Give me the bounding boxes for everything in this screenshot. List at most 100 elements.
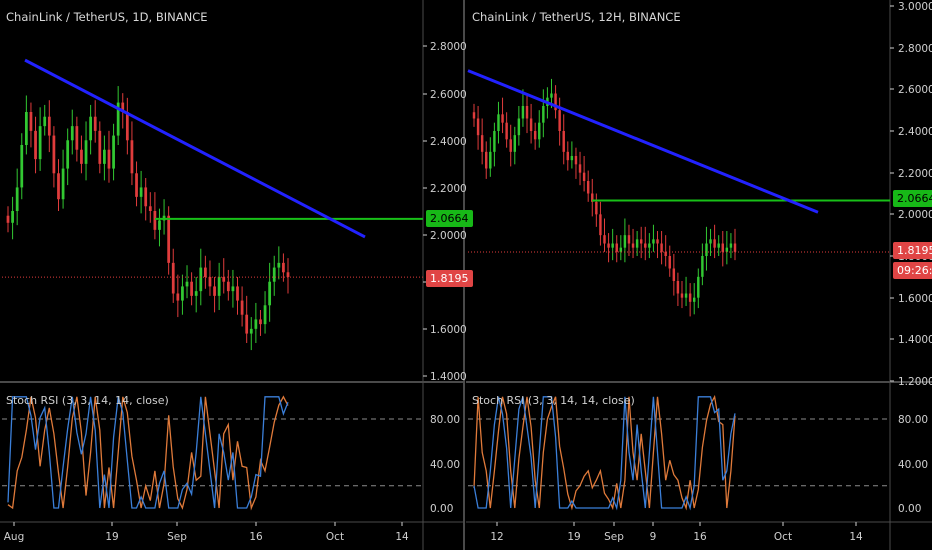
price-tick-label-1: 2.0000 — [898, 209, 932, 221]
candle-body-0 — [6, 215, 10, 223]
candle-body-0 — [249, 328, 253, 334]
price-tick-label-0: 2.0000 — [430, 230, 467, 242]
right-symbol-title: ChainLink / TetherUS, 12H, BINANCE — [472, 10, 681, 24]
candle-body-0 — [89, 116, 92, 141]
candle-body-0 — [70, 126, 74, 141]
candle-body-0 — [190, 281, 193, 296]
candle-body-1 — [603, 235, 606, 244]
candle-body-1 — [566, 151, 570, 161]
candle-body-1 — [672, 268, 676, 281]
trendline-1 — [467, 69, 819, 214]
time-tick-label-1: 9 — [650, 531, 657, 543]
candle-body-1 — [533, 131, 537, 140]
candle-body-1 — [713, 239, 716, 248]
candle-body-0 — [153, 211, 157, 230]
candle-body-0 — [75, 126, 79, 150]
candle-body-1 — [562, 131, 565, 152]
candle-body-1 — [701, 256, 704, 277]
stoch-tick-label-0: 0.00 — [430, 503, 453, 515]
price-tick-label-0: 1.6000 — [430, 324, 467, 336]
right-level-tag: 2.0664 — [893, 190, 932, 207]
time-tick-label-0: 14 — [395, 531, 409, 543]
stoch-tick-label-0: 80.00 — [430, 414, 460, 426]
candle-body-0 — [217, 277, 221, 296]
candle-body-0 — [29, 112, 33, 131]
candle-body-0 — [61, 168, 65, 200]
candle-body-0 — [11, 211, 14, 223]
candle-body-0 — [282, 262, 285, 273]
candle-body-0 — [130, 140, 134, 174]
candle-body-1 — [578, 164, 582, 173]
candle-body-1 — [485, 151, 488, 169]
candle-body-1 — [680, 293, 684, 298]
stoch-tick-label-1: 0.00 — [898, 503, 921, 515]
time-tick-label-1: 16 — [693, 531, 707, 543]
candle-body-0 — [57, 173, 60, 200]
right-countdown-tag: 09:26:06 — [893, 262, 932, 279]
candle-body-1 — [639, 239, 643, 244]
candle-body-1 — [542, 106, 545, 123]
trendline-0 — [24, 58, 366, 239]
candle-body-0 — [144, 187, 148, 207]
candle-body-0 — [52, 135, 56, 174]
stoch-tick-label-1: 80.00 — [898, 414, 928, 426]
stoch-k-line-0 — [7, 396, 289, 509]
candle-body-0 — [286, 272, 290, 277]
candle-body-1 — [517, 118, 521, 136]
candle-body-0 — [231, 286, 235, 292]
candle-body-0 — [254, 319, 258, 329]
candle-body-0 — [208, 277, 212, 287]
candle-body-0 — [98, 130, 102, 164]
candle-body-0 — [148, 206, 152, 211]
candle-body-0 — [272, 267, 276, 282]
candle-body-1 — [697, 276, 700, 298]
candle-body-1 — [688, 293, 692, 302]
price-tick-label-0: 2.2000 — [430, 183, 467, 195]
candle-body-1 — [505, 122, 508, 140]
candle-body-0 — [194, 291, 198, 296]
candle-body-1 — [489, 151, 492, 169]
candle-body-0 — [222, 277, 226, 282]
candle-body-1 — [668, 256, 671, 269]
price-tick-label-1: 1.2000 — [898, 376, 932, 388]
candle-body-1 — [591, 193, 594, 202]
candle-body-1 — [705, 243, 708, 256]
price-tick-label-0: 2.6000 — [430, 89, 467, 101]
candle-body-0 — [38, 126, 42, 160]
candle-body-1 — [725, 247, 729, 252]
candle-body-1 — [513, 135, 517, 152]
candle-body-1 — [554, 93, 557, 111]
candle-body-0 — [47, 116, 51, 136]
left-last-price-tag: 1.8195 — [426, 270, 473, 287]
candle-body-1 — [709, 239, 712, 244]
candle-body-0 — [135, 173, 138, 197]
candle-body-1 — [684, 293, 688, 298]
candle-body-0 — [66, 140, 70, 169]
candle-body-1 — [538, 122, 541, 140]
price-tick-label-1: 3.0000 — [898, 1, 932, 13]
candle-body-0 — [139, 187, 143, 197]
candle-body-1 — [509, 139, 512, 152]
candle-body-1 — [627, 235, 631, 244]
candle-body-0 — [103, 149, 106, 164]
candle-body-0 — [204, 267, 207, 277]
candle-body-0 — [15, 187, 19, 211]
candle-body-1 — [497, 114, 500, 131]
time-tick-label-0: Oct — [326, 531, 344, 543]
right-last-price-tag: 1.8195 — [893, 242, 932, 259]
candle-body-0 — [259, 319, 262, 325]
candle-body-1 — [472, 112, 476, 119]
stoch-d-line-1 — [473, 394, 736, 511]
candle-body-1 — [611, 243, 614, 248]
candle-body-0 — [213, 286, 216, 296]
time-tick-label-1: Sep — [604, 531, 624, 543]
candle-body-1 — [631, 243, 635, 248]
candle-body-1 — [550, 93, 553, 98]
time-tick-label-0: Aug — [4, 531, 25, 543]
time-tick-label-0: 16 — [249, 531, 263, 543]
candle-body-1 — [729, 243, 733, 248]
candle-body-0 — [236, 286, 239, 301]
candle-body-0 — [268, 281, 272, 306]
candle-body-0 — [277, 262, 281, 268]
candle-body-0 — [43, 116, 47, 127]
